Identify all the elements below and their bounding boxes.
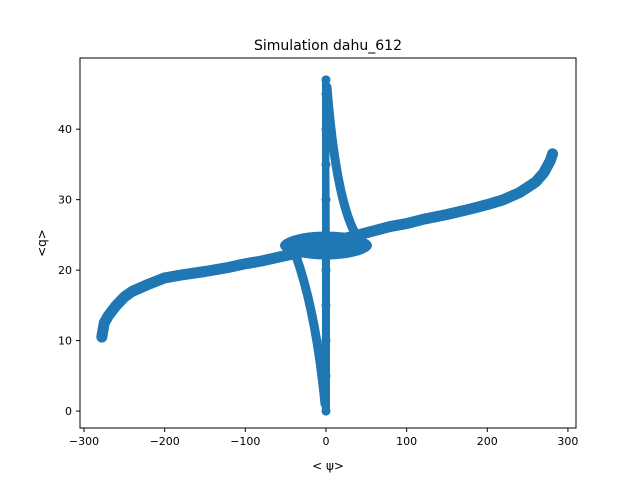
x-tick-label: −200 <box>150 435 180 448</box>
scatter-point <box>321 265 331 275</box>
scatter-point <box>321 371 331 381</box>
y-tick-label: 20 <box>58 264 72 277</box>
scatter-spike-upper-tail <box>322 82 361 240</box>
scatter-point <box>321 89 331 99</box>
scatter-point <box>321 75 331 85</box>
y-tick-label: 30 <box>58 194 72 207</box>
scatter-point <box>321 195 331 205</box>
scatter-point <box>321 336 331 346</box>
plot-frame <box>79 57 577 429</box>
x-axis-ticks: −300 −200 −100 0 100 200 300 <box>69 428 578 448</box>
x-axis-label: < ψ> <box>312 459 344 473</box>
x-tick-label: 0 <box>322 435 329 448</box>
plot-content <box>96 75 559 416</box>
x-tick-label: 200 <box>477 435 498 448</box>
scatter-point <box>321 230 331 240</box>
y-tick-label: 40 <box>58 123 72 136</box>
x-tick-label: 300 <box>557 435 578 448</box>
y-tick-label: 0 <box>65 405 72 418</box>
y-tick-label: 10 <box>58 335 72 348</box>
x-tick-label: −300 <box>69 435 99 448</box>
scatter-point <box>321 300 331 310</box>
x-tick-label: 100 <box>396 435 417 448</box>
scatter-spike-lower-tail <box>291 251 330 409</box>
y-axis-label: <q> <box>35 229 49 257</box>
y-axis-ticks: 0 10 20 30 40 <box>58 123 80 418</box>
scatter-point <box>321 159 331 169</box>
x-tick-label: −100 <box>230 435 260 448</box>
scatter-point <box>321 124 331 134</box>
chart-title: Simulation dahu_612 <box>254 38 402 54</box>
scatter-point <box>321 406 331 416</box>
